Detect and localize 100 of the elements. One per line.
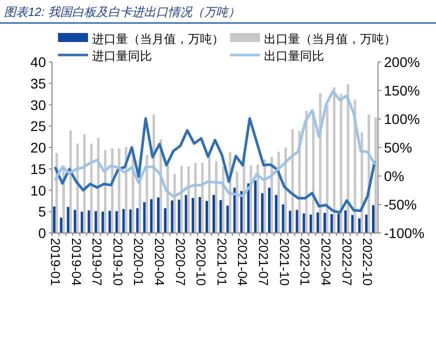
bar [250,165,252,233]
y-tick-label: 15 [30,160,46,177]
bar [340,94,342,233]
x-tick-label: 2020-01 [131,238,146,286]
x-tick-label: 2019-04 [68,238,84,286]
bar [337,214,340,233]
bar [344,210,347,233]
bar [66,206,70,233]
bar [226,206,229,233]
x-tick-label: 2019-01 [48,238,63,286]
y2-tick-label: 100% [384,111,420,127]
bar [212,194,215,233]
bar [372,205,375,233]
bar [198,197,202,233]
bar [332,87,336,233]
bar [150,199,153,233]
x-tick-label: 2019-07 [90,238,105,286]
chart-title: 图表12: 我国白板及白卡进出口情况（万吨） [4,5,240,19]
y-tick-label: 35 [30,75,46,92]
bar [323,212,326,233]
bar [143,202,146,233]
bar [374,117,378,233]
bar [233,188,236,233]
bar [115,211,118,233]
y-tick-label: 20 [30,140,46,156]
bar [256,164,260,233]
bar [146,155,148,233]
bar [52,206,56,233]
y-tick-label: 40 [30,54,46,70]
y-tick-label: 30 [30,96,46,113]
bar [326,104,328,233]
y-tick-label: 0 [38,225,46,241]
bar [83,134,86,233]
bar [136,208,139,233]
bar [296,210,298,233]
bar [261,193,264,233]
bar [201,162,204,233]
bar [358,218,361,233]
y-tick-label: 25 [30,118,46,134]
bar [274,194,278,233]
x-tick-label: 2021-10 [276,238,292,286]
bar [302,213,306,233]
bar [288,210,292,233]
bar [122,209,125,233]
x-tick-label: 2019-10 [110,238,126,286]
x-tick-label: 2021-07 [256,238,272,286]
bar [164,208,166,233]
legend-label: 出口量（当月值，万吨） [264,32,396,46]
x-tick-label: 2021-01 [214,238,230,286]
bar [282,204,284,233]
legend-label: 出口量同比 [264,49,324,63]
bar [173,174,176,233]
bar [351,215,354,233]
bar [88,210,90,233]
x-tick-label: 2022-04 [318,238,334,286]
bar [178,200,180,233]
x-tick-label: 2021-04 [235,238,250,286]
bar [330,214,333,233]
x-tick-label: 2020-07 [172,238,188,286]
y-tick-label: 5 [38,204,46,220]
bar [69,130,72,233]
y2-tick-label: 0% [384,168,404,184]
bar [264,159,266,233]
bar [284,148,287,233]
x-tick-label: 2020-10 [194,238,209,286]
bar [184,194,188,233]
bar [104,150,107,233]
bar [206,200,208,233]
bar [102,212,104,233]
y2-tick-label: 200% [384,54,420,70]
bar [365,214,368,233]
bar [74,210,76,233]
bar [208,156,211,233]
y2-tick-label: -100% [384,225,424,241]
bar [118,148,120,233]
bar [192,198,194,233]
bar [187,166,190,233]
bar [108,210,111,233]
line-series [54,90,376,198]
bar [254,180,257,233]
bar [270,156,273,233]
x-tick-label: 2020-04 [152,238,168,286]
legend-label: 进口量（当月值，万吨） [92,32,224,46]
y2-tick-label: -50% [384,196,417,212]
bar [129,209,132,233]
y2-tick-label: 50% [384,140,412,156]
bar [80,212,84,233]
bar [157,198,160,233]
x-tick-label: 2022-07 [339,238,354,286]
bar [346,84,350,233]
bar [247,183,250,233]
bar [222,166,224,233]
x-tick-label: 2022-01 [298,238,313,286]
bar [152,114,156,233]
bar [268,188,270,233]
y-tick-label: 10 [30,182,46,198]
bar [310,214,312,233]
bar [180,166,183,233]
bar [236,171,238,233]
legend-label: 进口量同比 [92,49,152,63]
